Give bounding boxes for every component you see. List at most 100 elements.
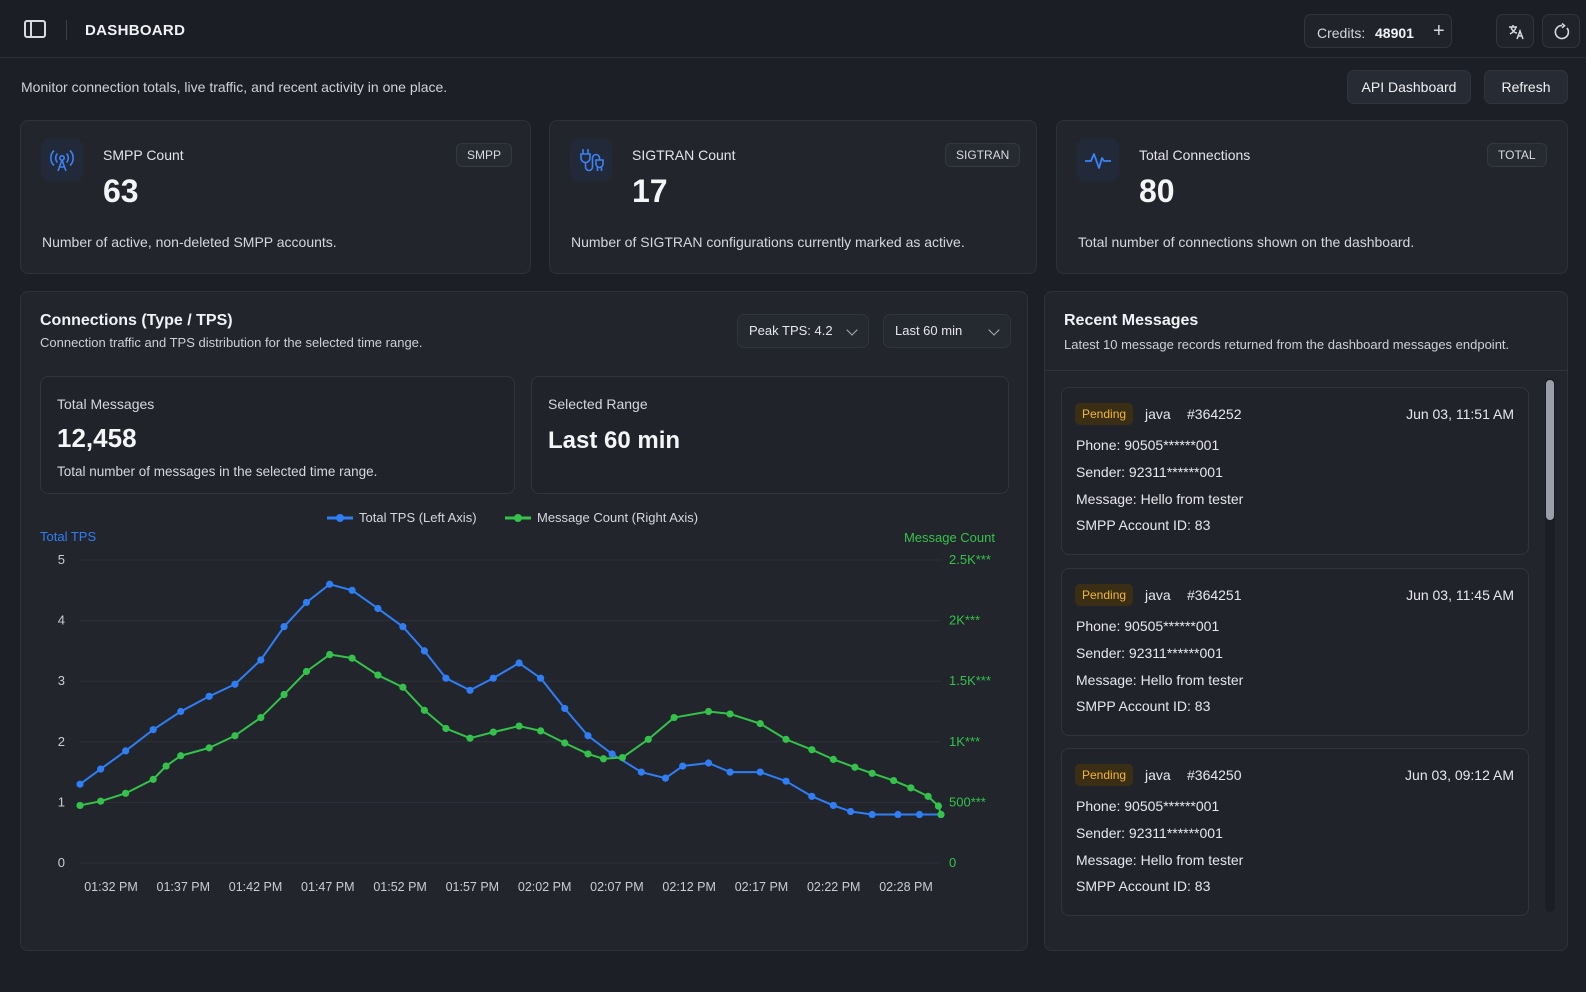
message-card[interactable]: Pending java #364251 Jun 03, 11:45 AM Ph…: [1061, 568, 1529, 736]
legend-marker: [514, 514, 522, 522]
right-tick-label: 0: [949, 855, 956, 870]
stat-description: Number of SIGTRAN configurations current…: [571, 234, 965, 250]
message-card[interactable]: Pending java #364252 Jun 03, 11:51 AM Ph…: [1061, 387, 1529, 555]
total-messages-value: 12,458: [57, 423, 137, 453]
sidebar-toggle-icon[interactable]: [24, 20, 46, 38]
translate-button[interactable]: [1496, 14, 1534, 48]
recent-messages-title: Recent Messages: [1064, 312, 1199, 329]
data-point: [829, 801, 837, 810]
data-point: [442, 724, 450, 733]
message-text: Message: Hello from tester: [1076, 491, 1244, 507]
selected-range-value: Last 60 min: [548, 427, 681, 454]
data-point: [348, 586, 356, 594]
stat-badge: SMPP: [456, 143, 513, 167]
data-point: [937, 810, 945, 819]
message-phone: Phone: 90505******001: [1076, 437, 1220, 453]
x-tick-label: 02:17 PM: [735, 880, 789, 894]
data-point: [420, 706, 428, 714]
messages-scrollbar[interactable]: [1545, 378, 1555, 912]
message-sender: Sender: 92311******001: [1076, 825, 1223, 841]
top-bar: DASHBOARD Credits: 48901 +: [0, 0, 1586, 58]
data-point: [97, 765, 105, 773]
refresh-button[interactable]: Refresh: [1484, 70, 1568, 104]
data-point: [122, 747, 130, 755]
x-tick-label: 02:28 PM: [879, 880, 933, 894]
left-tick-label: 1: [58, 794, 65, 809]
data-point: [231, 680, 239, 688]
data-point: [280, 690, 288, 699]
data-point: [537, 674, 545, 682]
scrollbar-thumb[interactable]: [1546, 380, 1554, 520]
data-point: [97, 797, 105, 805]
stat-title: SMPP Count: [103, 147, 184, 163]
data-point: [934, 802, 943, 810]
status-badge: Pending: [1075, 584, 1134, 606]
refresh-cycle-icon: [1554, 23, 1570, 40]
data-point: [177, 752, 185, 760]
message-account: SMPP Account ID: 83: [1076, 517, 1211, 533]
api-dashboard-button[interactable]: API Dashboard: [1347, 70, 1471, 104]
stat-description: Total number of connections shown on the…: [1078, 234, 1415, 250]
message-card[interactable]: Pending java #364250 Jun 03, 09:12 AM Ph…: [1061, 748, 1529, 916]
data-point: [399, 623, 407, 631]
stat-value: 63: [103, 173, 139, 209]
data-point: [637, 768, 645, 776]
right-tick-label: 1.5K***: [949, 673, 991, 688]
data-point: [670, 713, 678, 722]
data-point: [808, 746, 816, 754]
total-messages-card: Total Messages 12,458 Total number of me…: [40, 376, 515, 494]
time-range-select[interactable]: Last 60 min: [883, 314, 1011, 348]
selected-range-card: Selected Range Last 60 min: [531, 376, 1009, 494]
data-point: [205, 692, 213, 700]
data-point: [231, 732, 239, 740]
legend-marker: [336, 514, 344, 522]
message-sender: Sender: 92311******001: [1076, 464, 1223, 480]
x-tick-label: 01:42 PM: [229, 880, 283, 894]
credits-box: Credits: 48901 +: [1304, 14, 1452, 48]
right-axis-title: Message Count: [904, 530, 995, 545]
data-point: [868, 769, 876, 777]
data-point: [782, 735, 790, 743]
message-id: #364250: [1187, 767, 1242, 783]
plug-cable-icon: [570, 139, 612, 181]
data-point: [679, 762, 687, 770]
x-tick-label: 01:47 PM: [301, 880, 355, 894]
message-text: Message: Hello from tester: [1076, 852, 1244, 868]
left-tick-label: 4: [58, 613, 65, 628]
data-point: [661, 774, 670, 782]
power-button[interactable]: [1542, 14, 1580, 48]
message-phone: Phone: 90505******001: [1076, 618, 1220, 634]
x-tick-label: 01:52 PM: [373, 880, 427, 894]
right-tick-label: 2.5K***: [949, 552, 991, 567]
time-range-value: Last 60 min: [895, 323, 963, 338]
x-tick-label: 01:57 PM: [446, 880, 500, 894]
data-point: [584, 750, 592, 758]
connections-panel: Connections (Type / TPS) Connection traf…: [20, 291, 1028, 951]
data-point: [915, 810, 924, 819]
data-point: [489, 728, 497, 736]
data-point: [399, 683, 407, 691]
data-point: [599, 755, 608, 763]
smpp-count-card: SMPP Count 63 SMPP Number of active, non…: [20, 120, 531, 274]
message-sender: Sender: 92311******001: [1076, 645, 1223, 661]
stat-title: SIGTRAN Count: [632, 147, 736, 163]
data-point: [374, 671, 382, 679]
message-user: java: [1145, 406, 1171, 422]
divider: [1045, 370, 1567, 371]
message-user: java: [1145, 587, 1171, 603]
x-tick-label: 02:12 PM: [662, 880, 716, 894]
data-point: [756, 768, 764, 776]
selected-range-label: Selected Range: [548, 396, 648, 412]
peak-tps-select[interactable]: Peak TPS: 4.2: [737, 314, 869, 348]
data-point: [924, 792, 932, 800]
legend-label: Total TPS (Left Axis): [359, 510, 477, 525]
connections-title: Connections (Type / TPS): [40, 312, 233, 329]
data-point: [894, 810, 902, 819]
message-account: SMPP Account ID: 83: [1076, 698, 1211, 714]
data-point: [618, 753, 627, 762]
data-point: [704, 759, 713, 767]
data-point: [726, 710, 734, 718]
add-credits-icon[interactable]: +: [1433, 20, 1445, 42]
credits-value: 48901: [1375, 25, 1414, 41]
data-point: [829, 755, 837, 763]
